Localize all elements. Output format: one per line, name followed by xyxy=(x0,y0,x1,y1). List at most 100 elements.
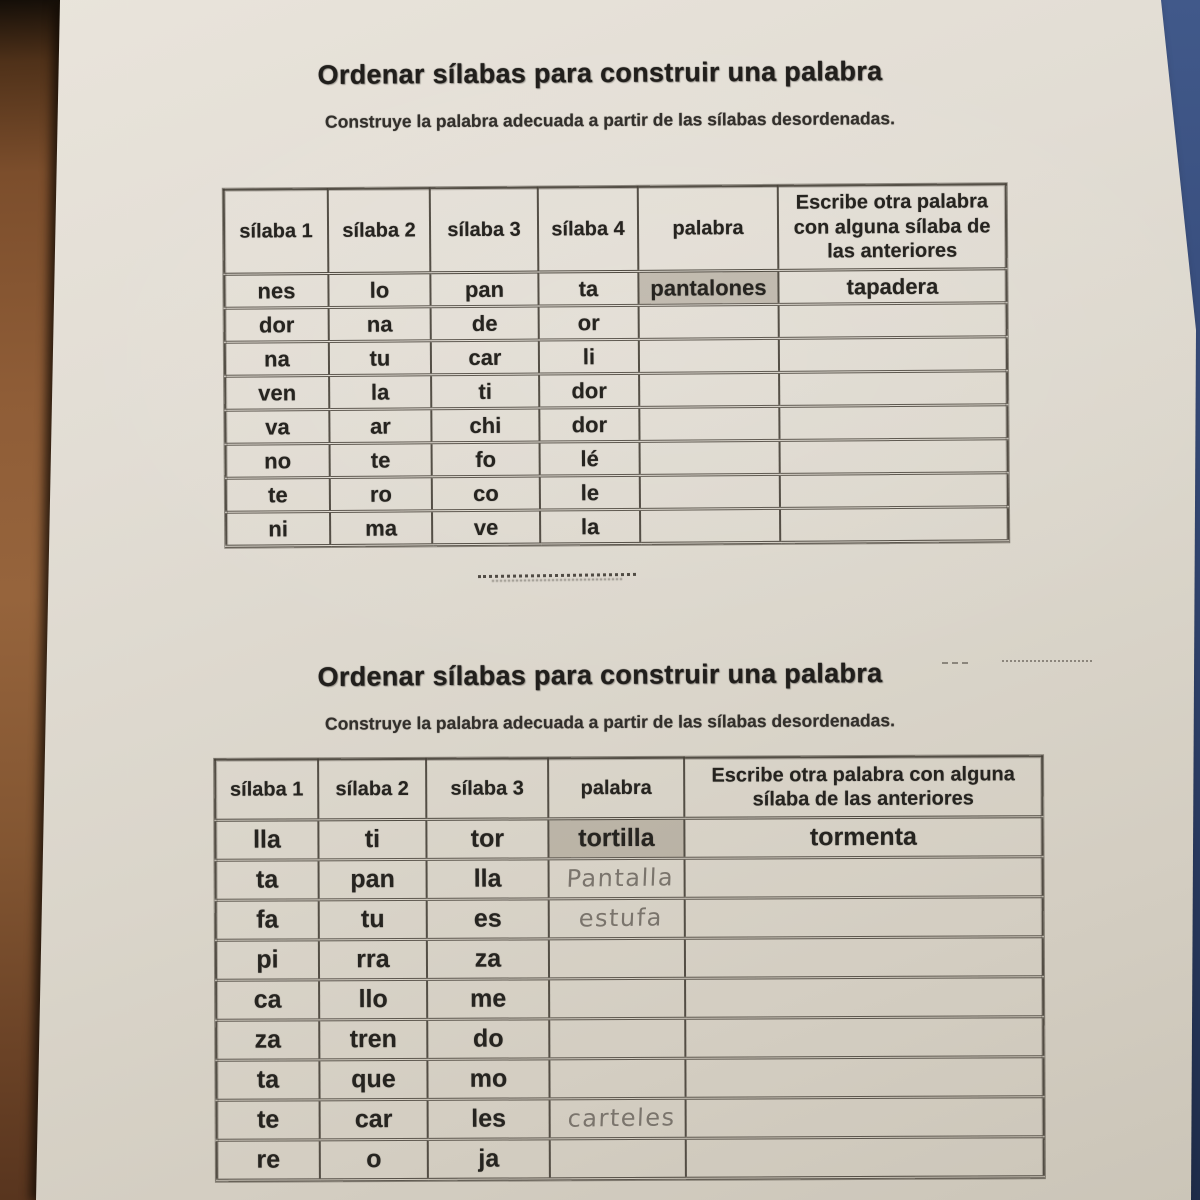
table1-header-row: sílaba 1 sílaba 2 sílaba 3 sílaba 4 pala… xyxy=(223,184,1007,275)
syllable-cell: te xyxy=(329,442,432,478)
header-cell: sílaba 2 xyxy=(318,758,427,820)
syllable-cell: te xyxy=(225,477,331,513)
answer-cell xyxy=(778,302,1007,339)
syllable-cell: lla xyxy=(426,858,549,900)
word-cell: carteles xyxy=(549,1098,686,1139)
answer-cell xyxy=(684,856,1043,899)
table-row: ni ma ve la xyxy=(226,506,1009,547)
syllable-cell: ja xyxy=(427,1138,550,1180)
syllable-cell: za xyxy=(216,1019,320,1061)
word-cell xyxy=(639,372,780,408)
answer-cell: tormenta xyxy=(684,816,1043,859)
syllable-cell: ta xyxy=(215,859,319,901)
word-cell: tortilla xyxy=(548,818,685,859)
syllable-cell: de xyxy=(430,306,539,341)
syllable-cell: dor xyxy=(224,307,329,343)
word-cell xyxy=(639,406,780,442)
syllable-cell: chi xyxy=(431,408,540,443)
word-cell xyxy=(548,938,686,979)
word-cell: estufa xyxy=(548,898,685,939)
syllable-cell: na xyxy=(224,341,330,377)
table-row: ta que mo xyxy=(216,1056,1044,1101)
word-cell xyxy=(638,304,779,340)
syllable-cell: va xyxy=(225,409,330,445)
syllable-cell: tor xyxy=(426,818,549,860)
table-row: va ar chi dor xyxy=(225,404,1008,445)
syllable-cell: me xyxy=(427,978,550,1020)
syllable-cell: tu xyxy=(318,899,427,940)
syllable-cell: tren xyxy=(319,1019,428,1060)
syllable-cell: na xyxy=(328,306,431,342)
syllable-cell: la xyxy=(540,509,641,545)
word-cell xyxy=(640,508,781,544)
syllable-cell: lla xyxy=(215,819,319,861)
syllable-cell: ti xyxy=(318,819,427,860)
answer-cell xyxy=(780,506,1009,543)
syllable-cell: lé xyxy=(539,441,640,477)
word-cell xyxy=(549,1138,686,1179)
table-row: ca llo me xyxy=(216,976,1044,1021)
syllable-cell: ve xyxy=(432,510,541,545)
handwritten-answer: Pantalla xyxy=(566,863,675,893)
header-cell: Escribe otra palabra con alguna sílaba d… xyxy=(684,756,1043,819)
syllable-cell: que xyxy=(319,1059,428,1100)
syllable-cell: mo xyxy=(427,1058,550,1100)
answer-cell xyxy=(779,438,1008,475)
handwritten-answer: estufa xyxy=(578,903,664,933)
answer-cell xyxy=(684,936,1044,979)
syllable-cell: ta xyxy=(216,1059,320,1101)
syllable-cell: llo xyxy=(319,979,428,1020)
word-cell: Pantalla xyxy=(548,858,685,899)
answer-cell xyxy=(779,370,1008,407)
syllable-cell: rra xyxy=(318,939,428,980)
syllable-cell: es xyxy=(426,898,549,940)
syllable-cell: pan xyxy=(318,859,427,900)
table-row: te car les carteles xyxy=(216,1096,1044,1141)
header-cell: sílaba 1 xyxy=(223,189,329,275)
answer-cell xyxy=(779,472,1008,509)
table-row: no te fo lé xyxy=(225,438,1008,479)
syllable-cell: ni xyxy=(226,511,331,547)
photocopy-smudge xyxy=(491,578,623,582)
syllable-cell: pan xyxy=(430,272,539,307)
answer-cell xyxy=(685,1016,1044,1059)
syllable-cell: les xyxy=(427,1098,550,1140)
header-cell: palabra xyxy=(548,757,685,819)
word-cell: pantalones xyxy=(638,270,779,306)
syllable-cell: pi xyxy=(215,939,320,981)
header-cell: sílaba 3 xyxy=(429,187,539,273)
syllable-cell: ca xyxy=(216,979,320,1021)
answer-cell xyxy=(685,976,1044,1019)
syllable-cell: o xyxy=(319,1139,428,1180)
word-cell xyxy=(549,978,686,1019)
syllable-cell: car xyxy=(430,340,540,375)
answer-cell xyxy=(779,404,1008,441)
syllable-cell: fa xyxy=(215,899,319,941)
table-row: fa tu es estufa xyxy=(215,896,1043,941)
syllable-cell: li xyxy=(538,339,640,375)
syllable-cell: tu xyxy=(328,340,432,376)
syllable-cell: co xyxy=(431,476,541,511)
header-cell: Escribe otra palabra con alguna sílaba d… xyxy=(777,184,1007,271)
word-cell xyxy=(638,338,780,374)
syllable-cell: no xyxy=(225,443,330,479)
table-row: dor na de or xyxy=(224,302,1007,343)
table-row: na tu car li xyxy=(224,336,1008,377)
syllable-cell: or xyxy=(538,305,639,341)
table-row: re o ja xyxy=(216,1136,1044,1181)
table-row: nes lo pan ta pantalones tapadera xyxy=(224,268,1007,309)
section1-title: Ordenar sílabas para construir una palab… xyxy=(317,56,883,90)
syllable-cell: te xyxy=(216,1099,320,1141)
header-cell: sílaba 3 xyxy=(426,758,549,820)
header-cell: palabra xyxy=(637,185,779,272)
section2-title: Ordenar sílabas para construir una palab… xyxy=(317,658,883,692)
word-cell xyxy=(549,1058,686,1099)
syllable-cell: ven xyxy=(225,375,330,411)
table-row: lla ti tor tortilla tormenta xyxy=(215,816,1043,861)
syllable-table-2: sílaba 1 sílaba 2 sílaba 3 palabra Escri… xyxy=(214,755,1045,1182)
answer-cell xyxy=(685,1096,1044,1139)
syllable-cell: le xyxy=(539,475,641,511)
answer-cell xyxy=(685,1056,1044,1099)
